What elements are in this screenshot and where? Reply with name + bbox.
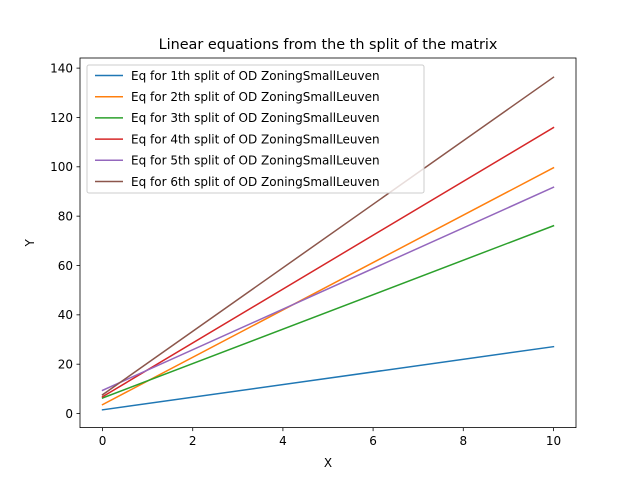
series-line-5 — [101, 186, 555, 392]
legend-label: Eq for 2th split of OD ZoningSmallLeuven — [131, 90, 380, 104]
series-line-3 — [101, 224, 555, 399]
series-line-2 — [101, 166, 555, 406]
x-tick-label: 2 — [189, 434, 197, 448]
y-tick-label: 120 — [50, 111, 73, 125]
y-axis: 0 20 40 60 80 100 120 140 — [50, 61, 80, 421]
chart-title: Linear equations from the th split of th… — [159, 37, 498, 53]
legend-items: Eq for 1th split of OD ZoningSmallLeuven… — [95, 69, 380, 189]
legend-frame — [86, 64, 425, 194]
y-tick-label: 40 — [58, 308, 73, 322]
y-tick-label: 0 — [65, 407, 73, 421]
legend-label: Eq for 5th split of OD ZoningSmallLeuven — [131, 154, 380, 168]
legend-item-5: Eq for 5th split of OD ZoningSmallLeuven — [95, 154, 380, 168]
plot-frame — [79, 57, 577, 429]
y-tick-label: 80 — [58, 209, 73, 223]
legend: Eq for 1th split of OD ZoningSmallLeuven… — [86, 64, 425, 194]
y-tick-label: 60 — [58, 259, 73, 273]
legend-item-4: Eq for 4th split of OD ZoningSmallLeuven — [95, 132, 380, 146]
y-tick-label: 100 — [50, 160, 73, 174]
legend-item-2: Eq for 2th split of OD ZoningSmallLeuven — [95, 90, 380, 104]
y-tick-label: 140 — [50, 61, 73, 75]
y-axis-label: Y — [23, 238, 37, 247]
x-tick-label: 4 — [279, 434, 287, 448]
legend-item-6: Eq for 6th split of OD ZoningSmallLeuven — [95, 175, 380, 189]
legend-label: Eq for 1th split of OD ZoningSmallLeuven — [131, 69, 380, 83]
x-tick-label: 10 — [546, 434, 561, 448]
plot-lines — [101, 76, 555, 411]
x-tick-label: 6 — [369, 434, 377, 448]
series-line-4 — [101, 126, 555, 398]
x-tick-label: 8 — [459, 434, 467, 448]
x-axis-label: X — [324, 456, 332, 470]
legend-item-3: Eq for 3th split of OD ZoningSmallLeuven — [95, 111, 380, 125]
legend-label: Eq for 4th split of OD ZoningSmallLeuven — [131, 132, 380, 146]
x-axis: 0 2 4 6 8 10 — [99, 427, 561, 448]
legend-item-1: Eq for 1th split of OD ZoningSmallLeuven — [95, 69, 380, 83]
y-tick-label: 20 — [58, 357, 73, 371]
x-tick-label: 0 — [99, 434, 107, 448]
series-line-6 — [101, 76, 555, 396]
series-line-1 — [101, 345, 555, 411]
legend-label: Eq for 6th split of OD ZoningSmallLeuven — [131, 175, 380, 189]
legend-label: Eq for 3th split of OD ZoningSmallLeuven — [131, 111, 380, 125]
